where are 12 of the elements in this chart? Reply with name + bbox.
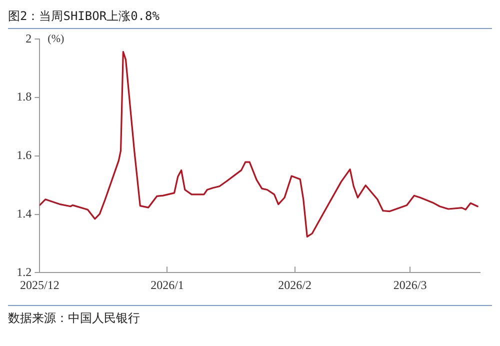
y-tick-label: 1.4 bbox=[16, 206, 32, 220]
chart-title: 图2：当周SHIBOR上涨0.8% bbox=[8, 8, 492, 29]
y-tick-label: 1.6 bbox=[16, 148, 32, 162]
y-tick-label: 1.2 bbox=[16, 264, 32, 279]
x-tick-label: 2025/12 bbox=[20, 278, 60, 292]
y-tick-label: 1.8 bbox=[16, 90, 32, 104]
x-tick-label: 2026/2 bbox=[278, 278, 312, 292]
source-note: 数据来源：中国人民银行 bbox=[8, 310, 141, 327]
y-tick-label: 2 bbox=[26, 31, 32, 46]
x-tick-label: 2026/1 bbox=[150, 278, 184, 292]
x-tick-label: 2026/3 bbox=[393, 278, 427, 292]
y-axis-title: (%) bbox=[48, 33, 64, 46]
